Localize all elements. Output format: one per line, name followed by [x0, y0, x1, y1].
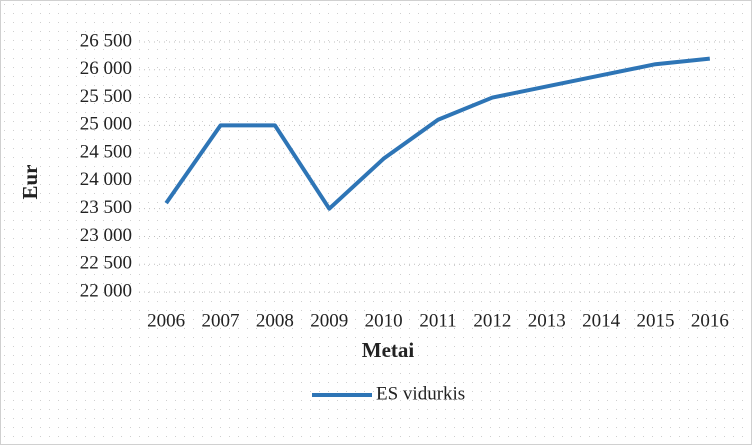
- x-tick-label: 2014: [582, 310, 621, 331]
- x-tick-label: 2011: [419, 310, 456, 331]
- x-tick-label: 2006: [147, 310, 185, 331]
- x-axis-title: Metai: [362, 338, 415, 362]
- legend-label: ES vidurkis: [376, 383, 465, 404]
- x-tick-label: 2010: [365, 310, 403, 331]
- y-tick-label: 25 000: [80, 114, 132, 135]
- x-tick-label: 2012: [473, 310, 511, 331]
- data-line: [164, 56, 711, 211]
- y-axis-title: Eur: [18, 164, 42, 199]
- x-tick-label: 2015: [636, 310, 674, 331]
- y-tick-label: 23 000: [80, 225, 132, 246]
- y-tick-label: 22 500: [80, 253, 132, 274]
- x-tick-label: 2007: [202, 310, 240, 331]
- x-tick-label: 2016: [691, 310, 729, 331]
- y-tick-label: 24 500: [80, 141, 132, 162]
- x-tick-label: 2013: [528, 310, 566, 331]
- y-tick-label: 24 000: [80, 169, 132, 190]
- y-tick-label: 25 500: [80, 86, 132, 107]
- x-tick-label: 2008: [256, 310, 294, 331]
- x-tick-label: 2009: [310, 310, 348, 331]
- y-tick-label: 22 000: [80, 280, 132, 301]
- y-tick-label: 23 500: [80, 197, 132, 218]
- y-tick-label: 26 000: [80, 58, 132, 79]
- y-tick-label: 26 500: [80, 30, 132, 51]
